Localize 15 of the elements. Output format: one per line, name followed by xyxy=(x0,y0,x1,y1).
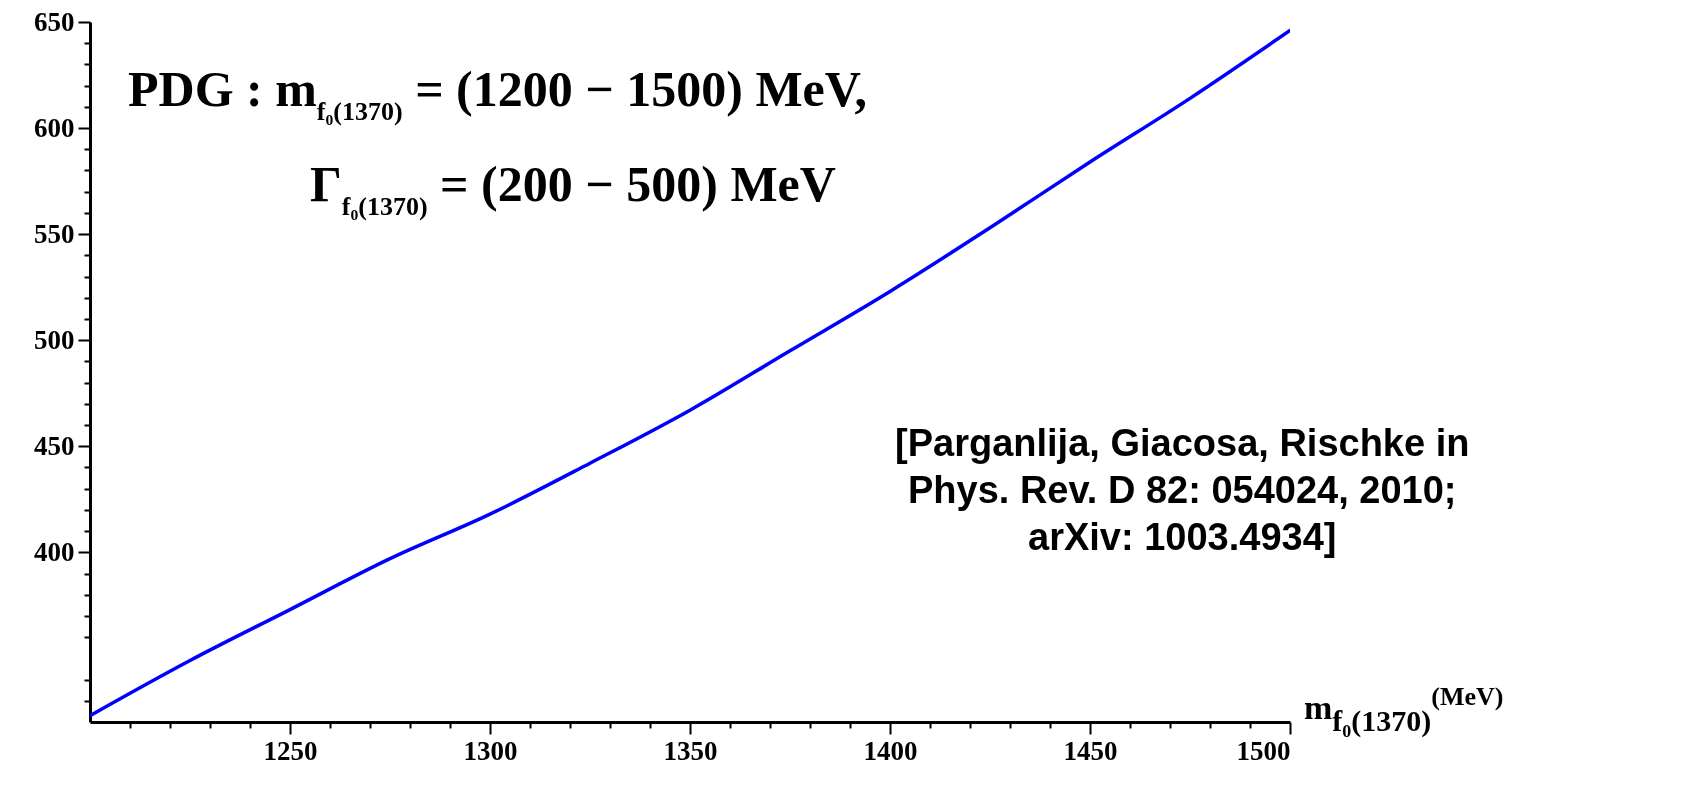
x-tick-label: 1400 xyxy=(863,735,918,766)
x-tick-label: 1450 xyxy=(1063,735,1118,766)
y-tick-label: 600 xyxy=(34,112,75,143)
x-tick-label: 1250 xyxy=(263,735,318,766)
annotation: Γ$_{f₀(1370)}$ = (200 − 500) MeV xyxy=(310,155,836,222)
x-tick-label: 1350 xyxy=(663,735,718,766)
y-tick-label: 550 xyxy=(34,218,75,249)
y-tick-label: 500 xyxy=(34,324,75,355)
y-tick-label: 650 xyxy=(34,6,75,37)
x-tick-label: 1300 xyxy=(463,735,518,766)
annotation: PDG : m$_{f₀(1370)}$ = (1200 − 1500) MeV, xyxy=(128,60,867,127)
x-tick-label: 1500 xyxy=(1236,735,1291,766)
y-tick-label: 400 xyxy=(34,536,75,567)
annotation: [Parganlija, Giacosa, Rischke in Phys. Rev. D 82: 054024, 2010; arXiv: 1003.4934] xyxy=(895,421,1470,560)
y-tick-label: 450 xyxy=(34,430,75,461)
